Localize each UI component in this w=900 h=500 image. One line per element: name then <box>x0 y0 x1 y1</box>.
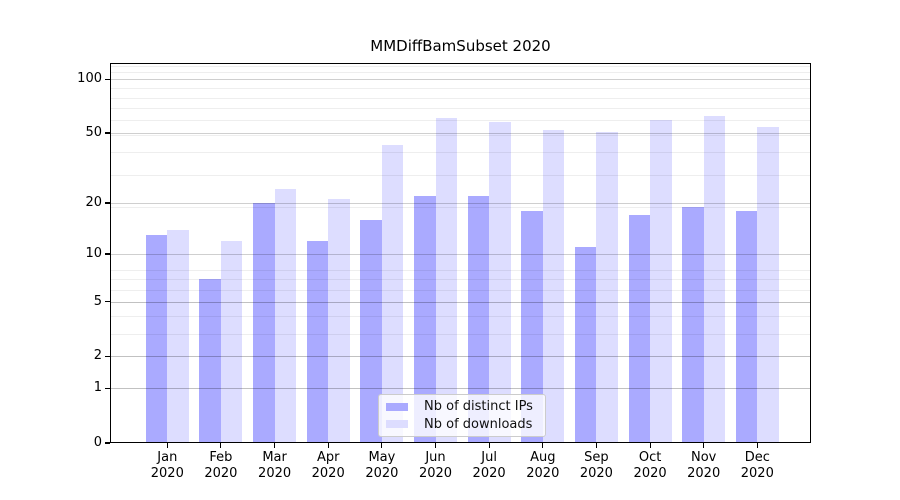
x-tick-mark-apr <box>327 443 329 448</box>
bar-apr-distinct-ips <box>306 240 329 443</box>
y-tick-label-50: 50 <box>85 125 102 140</box>
bar-jun-distinct-ips <box>414 195 436 443</box>
x-tick-month: May <box>368 450 396 465</box>
bar-oct-downloads <box>650 120 672 443</box>
x-tick-mark-jan <box>166 443 168 448</box>
bar-dec-downloads <box>757 127 779 443</box>
x-tick-year: 2020 <box>687 465 721 481</box>
x-tick-mark-dec <box>756 443 758 448</box>
x-tick-year: 2020 <box>579 465 613 481</box>
x-tick-month: Dec <box>744 450 770 465</box>
x-tick-mark-feb <box>220 443 222 448</box>
x-tick-month: Jun <box>425 450 446 465</box>
bar-sep-distinct-ips <box>574 247 597 443</box>
bar-aug-downloads <box>542 130 565 443</box>
x-tick-year: 2020 <box>472 465 506 481</box>
y-tick-mark-100 <box>105 78 110 80</box>
legend: Nb of distinct IPs Nb of downloads <box>378 394 546 437</box>
x-tick-label-aug: Aug 2020 <box>515 450 571 481</box>
x-tick-month: Apr <box>316 450 340 465</box>
x-tick-month: Aug <box>530 450 556 465</box>
x-tick-year: 2020 <box>740 465 774 481</box>
y-tick-mark-5 <box>105 301 110 303</box>
x-tick-mark-sep <box>595 443 597 448</box>
x-tick-mark-nov <box>703 443 705 448</box>
x-tick-mark-jul <box>488 443 490 448</box>
legend-label: Nb of distinct IPs <box>424 399 533 415</box>
x-tick-mark-mar <box>274 443 276 448</box>
y-tick-label-2: 2 <box>93 348 102 364</box>
legend-item-distinct-ips: Nb of distinct IPs <box>386 399 538 414</box>
bar-aug-distinct-ips <box>521 210 543 443</box>
x-tick-label-feb: Feb 2020 <box>193 450 249 481</box>
x-tick-year: 2020 <box>526 465 560 481</box>
chart-title: MMDiffBamSubset 2020 <box>370 37 551 55</box>
x-tick-label-apr: Apr 2020 <box>300 450 356 481</box>
y-tick-mark-0 <box>105 442 110 444</box>
x-tick-month: Oct <box>638 450 662 465</box>
bar-apr-downloads <box>328 199 350 443</box>
x-tick-label-jul: Jul 2020 <box>461 450 517 481</box>
bar-may-downloads <box>381 144 404 443</box>
x-tick-month: Jul <box>481 450 497 465</box>
bar-mar-downloads <box>274 189 297 443</box>
x-tick-mark-aug <box>542 443 544 448</box>
x-tick-label-dec: Dec 2020 <box>729 450 785 481</box>
bar-nov-downloads <box>703 116 726 443</box>
x-tick-month: Sep <box>584 450 609 465</box>
bar-feb-downloads <box>220 240 243 443</box>
x-tick-year: 2020 <box>204 465 238 481</box>
bar-mar-distinct-ips <box>253 203 275 443</box>
bar-nov-distinct-ips <box>682 206 704 443</box>
x-tick-label-sep: Sep 2020 <box>568 450 624 481</box>
x-tick-month: Jan <box>157 450 178 465</box>
x-tick-label-may: May 2020 <box>354 450 410 481</box>
x-tick-year: 2020 <box>311 465 345 481</box>
y-tick-label-0: 0 <box>93 435 102 450</box>
y-tick-label-10: 10 <box>85 246 102 261</box>
bar-jun-downloads <box>435 117 457 443</box>
x-tick-month: Mar <box>262 450 287 465</box>
x-tick-label-nov: Nov 2020 <box>676 450 732 481</box>
x-tick-year: 2020 <box>150 465 184 481</box>
bar-oct-distinct-ips <box>628 215 651 443</box>
x-tick-month: Nov <box>691 450 717 465</box>
bar-jan-downloads <box>167 229 189 443</box>
y-tick-label-5: 5 <box>93 293 102 309</box>
x-tick-month: Feb <box>209 450 233 465</box>
y-tick-mark-20 <box>105 202 110 204</box>
y-tick-label-1: 1 <box>93 380 102 396</box>
bars-layer <box>110 63 811 443</box>
x-tick-mark-jun <box>434 443 437 448</box>
x-tick-year: 2020 <box>418 465 453 481</box>
y-tick-mark-10 <box>105 253 110 255</box>
x-tick-year: 2020 <box>365 465 399 481</box>
bar-may-distinct-ips <box>360 219 382 443</box>
bar-jul-downloads <box>489 121 511 443</box>
y-tick-mark-50 <box>105 132 110 134</box>
bar-feb-distinct-ips <box>199 279 221 443</box>
downloads-swatch <box>386 420 408 429</box>
legend-label: Nb of downloads <box>424 416 533 432</box>
legend-item-downloads: Nb of downloads <box>386 417 538 432</box>
bar-sep-downloads <box>596 131 618 443</box>
distinct-ips-swatch <box>386 402 408 411</box>
x-tick-mark-oct <box>649 443 651 448</box>
plot-area <box>110 63 811 443</box>
x-tick-label-jun: Jun 2020 <box>408 450 464 481</box>
y-tick-mark-2 <box>105 355 110 357</box>
x-tick-year: 2020 <box>633 465 667 481</box>
x-tick-mark-may <box>381 443 383 448</box>
y-tick-mark-1 <box>105 387 110 389</box>
y-tick-label-20: 20 <box>85 195 102 210</box>
x-tick-year: 2020 <box>258 465 292 481</box>
bar-jan-distinct-ips <box>145 235 168 443</box>
bar-jul-distinct-ips <box>467 195 490 443</box>
x-tick-label-mar: Mar 2020 <box>247 450 303 481</box>
x-tick-label-jan: Jan 2020 <box>139 450 195 481</box>
x-tick-label-oct: Oct 2020 <box>622 450 678 481</box>
y-tick-label-100: 100 <box>77 71 102 87</box>
bar-dec-distinct-ips <box>735 210 758 443</box>
